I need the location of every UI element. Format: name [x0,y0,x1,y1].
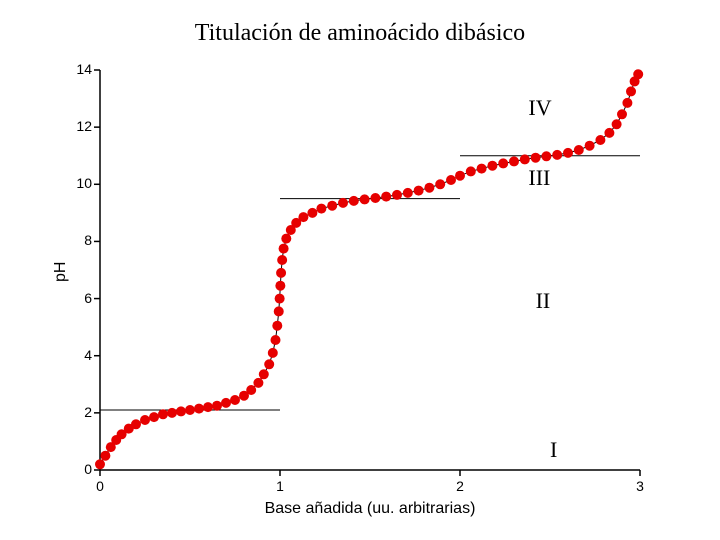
y-tick-label: 6 [66,290,92,306]
x-tick-label: 0 [90,478,110,494]
region-label: III [528,165,550,191]
titration-chart [0,0,720,540]
y-tick-label: 8 [66,232,92,248]
y-axis-label: pH [52,262,70,282]
x-tick-label: 1 [270,478,290,494]
y-tick-label: 0 [66,461,92,477]
x-tick-label: 2 [450,478,470,494]
region-label: I [550,437,557,463]
y-tick-label: 2 [66,404,92,420]
y-tick-label: 4 [66,347,92,363]
x-tick-label: 3 [630,478,650,494]
x-axis-label: Base añadida (uu. arbitrarias) [100,500,640,518]
figure: Titulación de aminoácido dibásico pH Bas… [0,0,720,540]
region-label: II [536,288,551,314]
region-label: IV [528,95,551,121]
y-tick-label: 10 [66,175,92,191]
y-tick-label: 14 [66,61,92,77]
y-tick-label: 12 [66,118,92,134]
